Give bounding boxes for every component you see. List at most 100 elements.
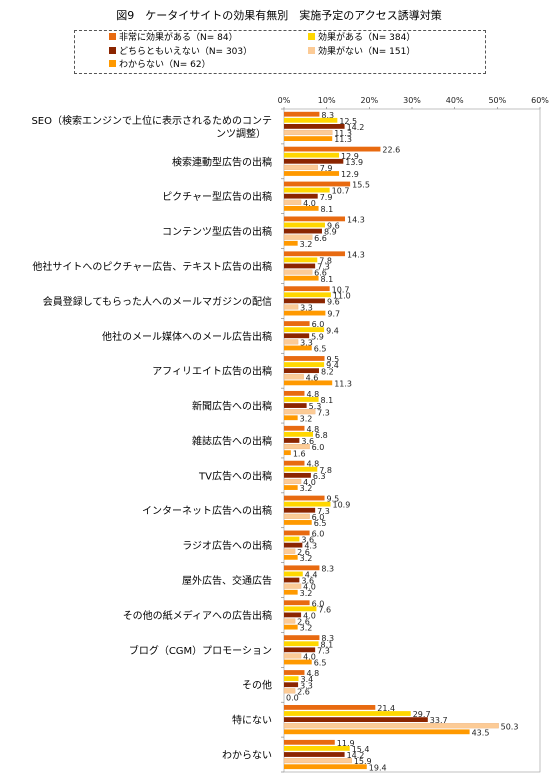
data-label: 8.1 (321, 396, 334, 405)
data-label: 11.9 (337, 739, 355, 748)
bar (284, 495, 325, 501)
bar (284, 536, 300, 542)
data-label: 13.9 (345, 158, 363, 167)
bar (284, 659, 312, 665)
bar (284, 739, 335, 745)
bar (283, 304, 299, 310)
data-label: 29.7 (413, 710, 431, 719)
bar (284, 450, 291, 456)
data-label: 4.0 (303, 478, 316, 487)
tick-label: 60% (531, 96, 549, 105)
bar (284, 216, 346, 222)
data-label: 5.3 (309, 402, 322, 411)
data-label: 7.8 (319, 256, 332, 265)
bar (284, 124, 345, 129)
bar (284, 146, 381, 152)
bar (284, 345, 312, 351)
data-label: 3.3 (300, 304, 313, 313)
bar (284, 321, 310, 326)
data-label: 9.7 (327, 310, 340, 319)
data-label: 11.0 (333, 291, 351, 300)
bar (284, 507, 316, 513)
bar (284, 415, 298, 421)
data-label: 6.5 (314, 659, 327, 668)
bar (283, 269, 313, 275)
legend-item-s5: わからない（N= 62） (109, 60, 211, 71)
tick-label: 20% (360, 96, 378, 105)
data-label: 2.6 (297, 548, 310, 557)
data-label: 8.1 (321, 205, 334, 214)
data-label: 2.6 (297, 618, 310, 627)
data-label: 7.6 (318, 605, 331, 614)
bar (284, 368, 319, 374)
category-label: ブログ（CGM）プロモーション (129, 644, 272, 657)
data-label: 3.2 (300, 484, 313, 493)
data-label: 19.4 (369, 763, 387, 772)
bar (284, 431, 314, 437)
bar (284, 682, 299, 688)
data-label: 4.0 (303, 199, 316, 208)
data-label: 3.2 (300, 554, 313, 563)
bar (283, 723, 499, 729)
page-title: 図9 ケータイサイトの効果有無別 実施予定のアクセス誘導対策 (116, 9, 442, 22)
legend-item-s3: どちらともいえない（N= 303） (109, 47, 252, 58)
bar (284, 647, 316, 653)
legend-label-s5: わからない（N= 62） (119, 60, 211, 70)
data-label: 12.9 (341, 152, 359, 161)
bar (284, 187, 330, 193)
legend-label-s4: 効果がない（N= 151） (318, 47, 416, 57)
bar (284, 612, 302, 618)
data-label: 14.3 (347, 215, 365, 224)
bar (284, 606, 317, 612)
legend-item-s4: 効果がない（N= 151） (308, 47, 415, 58)
category-label: 屋外広告、交通広告 (182, 574, 272, 587)
data-label: 12.9 (341, 170, 359, 179)
data-label: 3.6 (301, 437, 314, 446)
bar (284, 117, 338, 123)
tick-label: 30% (403, 96, 421, 105)
data-label: 6.8 (315, 431, 328, 440)
data-label: 4.0 (303, 583, 316, 592)
data-label: 3.6 (301, 577, 314, 586)
legend: 非常に効果がある（N= 84） 効果がある（N= 384） どちらともいえない（… (74, 30, 486, 74)
data-label: 22.6 (382, 146, 400, 155)
data-label: 6.5 (314, 519, 327, 528)
data-label: 8.3 (321, 634, 334, 643)
legend-swatch-s3 (109, 47, 116, 54)
bar (283, 653, 302, 659)
bar (284, 705, 376, 710)
bar (284, 520, 312, 525)
data-label: 6.3 (313, 472, 326, 481)
data-label: 4.0 (303, 612, 316, 621)
bar (284, 292, 331, 298)
bar (284, 466, 318, 472)
bar (283, 548, 296, 554)
data-label: 3.2 (300, 589, 313, 598)
bar (284, 472, 311, 478)
bar (284, 193, 318, 199)
data-label: 43.5 (472, 728, 490, 737)
data-label: 9.4 (326, 361, 339, 370)
category-label: アフィリエイト広告の出稿 (152, 365, 272, 378)
data-label: 7.8 (319, 466, 332, 475)
legend-label-s2: 効果がある（N= 384） (318, 33, 416, 43)
bar (284, 228, 322, 234)
bar (284, 624, 298, 630)
category-label: ラジオ広告への出稿 (182, 539, 272, 552)
data-label: 14.2 (347, 751, 365, 760)
bar (284, 438, 300, 443)
bar (284, 362, 325, 367)
bar (284, 205, 319, 211)
legend-swatch-s5 (109, 60, 116, 67)
bar (284, 717, 428, 723)
data-label: 8.3 (321, 564, 334, 573)
data-label: 3.2 (300, 624, 313, 633)
category-label: SEO（検索エンジンで上位に表示されるためのコンテ (31, 114, 272, 127)
bar (284, 577, 300, 583)
bar (284, 356, 325, 361)
data-label: 4.0 (303, 653, 316, 662)
bar (283, 374, 304, 380)
bar (284, 635, 320, 641)
bar (283, 129, 333, 136)
bar (284, 711, 411, 716)
